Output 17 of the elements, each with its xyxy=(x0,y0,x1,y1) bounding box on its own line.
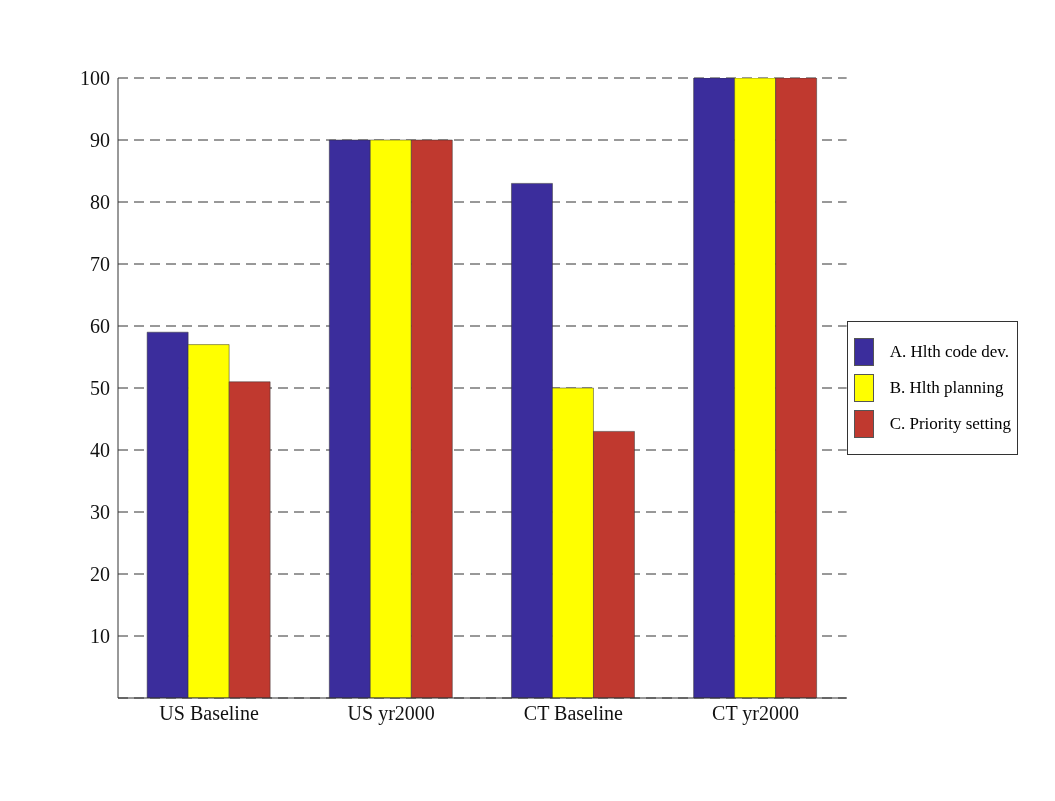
x-tick-label: US yr2000 xyxy=(347,702,435,726)
legend-label: B. Hlth planning xyxy=(889,378,1004,398)
x-tick-label: CT yr2000 xyxy=(712,702,799,726)
legend-label: A. Hlth code dev. xyxy=(889,342,1009,362)
y-tick-label: 40 xyxy=(90,439,110,462)
y-tick-label: 90 xyxy=(90,129,110,152)
y-tick-label: 20 xyxy=(90,563,110,586)
y-tick-label: 10 xyxy=(90,625,110,648)
y-tick-label: 30 xyxy=(90,501,110,524)
y-tick-label: 70 xyxy=(90,253,110,276)
x-tick-label: US Baseline xyxy=(159,702,259,725)
y-tick-label: 60 xyxy=(90,315,110,338)
y-tick-label: 100 xyxy=(80,67,110,90)
y-tick-label: 50 xyxy=(90,377,110,400)
y-tick-label: 80 xyxy=(90,191,110,214)
legend-label: C. Priority setting xyxy=(889,414,1011,434)
x-tick-label: CT Baseline xyxy=(523,702,624,725)
